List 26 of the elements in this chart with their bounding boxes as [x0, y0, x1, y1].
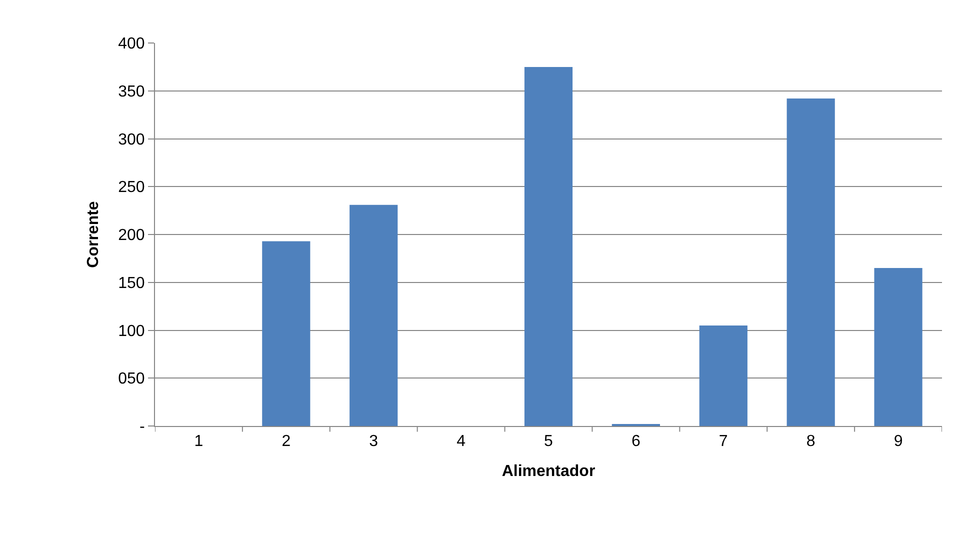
x-tick-label: 1: [194, 433, 204, 450]
x-tick-label: 5: [544, 433, 554, 450]
bar: [874, 268, 922, 426]
x-tick-label: 9: [894, 433, 903, 450]
x-tick-label: 8: [806, 433, 816, 450]
bar: [524, 66, 573, 426]
x-tick-label: 7: [718, 433, 728, 450]
y-tick-label: 250: [118, 179, 145, 196]
y-tick-label: 200: [118, 227, 145, 244]
x-axis-title: Alimentador: [502, 462, 596, 480]
y-tick-label: 400: [118, 36, 145, 53]
x-tick-label: 2: [282, 433, 291, 450]
x-tick-label: 4: [456, 433, 466, 450]
bar: [699, 325, 748, 426]
y-tick-label: 050: [118, 370, 145, 388]
bar: [786, 98, 835, 426]
x-tick-label: 6: [631, 433, 640, 450]
bar: [262, 241, 310, 426]
y-tick-label: 150: [118, 274, 145, 292]
x-tick-label: 3: [369, 433, 378, 450]
y-tick-label: 350: [118, 83, 145, 100]
y-axis-title: Corrente: [84, 201, 102, 268]
y-tick-label: 100: [118, 322, 145, 340]
bar: [350, 204, 398, 426]
y-tick-label: 300: [118, 131, 145, 148]
y-tick-label: -: [139, 418, 145, 436]
